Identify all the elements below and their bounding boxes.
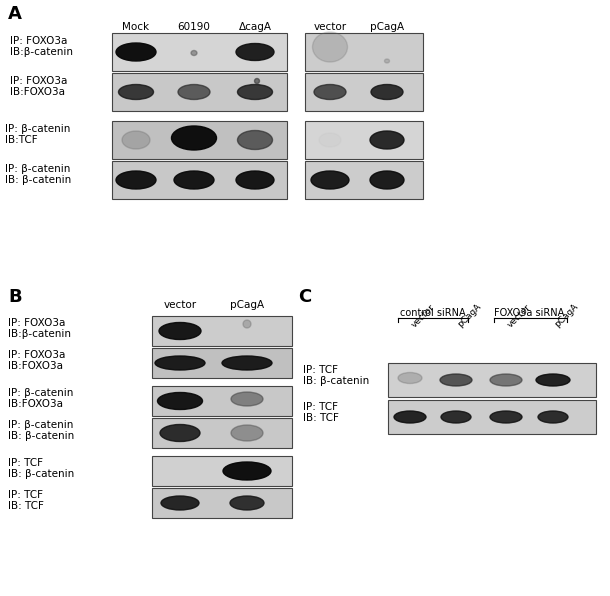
Text: B: B <box>8 288 21 306</box>
Ellipse shape <box>122 131 150 149</box>
Text: 60190: 60190 <box>178 22 210 32</box>
Ellipse shape <box>440 374 472 386</box>
Text: A: A <box>8 5 22 23</box>
Text: pCagA: pCagA <box>230 300 264 310</box>
Text: IP: FOXO3a: IP: FOXO3a <box>8 350 65 360</box>
Ellipse shape <box>398 372 422 383</box>
Ellipse shape <box>118 85 154 100</box>
Bar <box>305 73 423 111</box>
Ellipse shape <box>237 131 273 150</box>
Text: IB:FOXO3a: IB:FOXO3a <box>8 361 63 371</box>
Bar <box>112 121 287 159</box>
Ellipse shape <box>236 44 274 61</box>
Text: vector: vector <box>314 22 346 32</box>
Ellipse shape <box>230 496 264 510</box>
Text: pCagA: pCagA <box>370 22 404 32</box>
Ellipse shape <box>370 171 404 189</box>
Ellipse shape <box>231 425 263 441</box>
Ellipse shape <box>371 85 403 100</box>
Text: IP: TCF: IP: TCF <box>303 402 338 412</box>
Ellipse shape <box>231 392 263 406</box>
Text: IP: TCF: IP: TCF <box>303 365 338 375</box>
Ellipse shape <box>174 171 214 189</box>
Text: IB:FOXO3a: IB:FOXO3a <box>10 87 65 97</box>
Bar <box>152 386 292 416</box>
Ellipse shape <box>384 59 390 63</box>
Text: control siRNA: control siRNA <box>400 308 466 318</box>
Bar <box>152 418 292 448</box>
Text: pCagA: pCagA <box>456 302 483 330</box>
Text: IP: β-catenin: IP: β-catenin <box>5 124 70 134</box>
Text: IB:β-catenin: IB:β-catenin <box>8 329 71 339</box>
Bar <box>152 316 292 346</box>
Text: vector: vector <box>410 303 437 330</box>
Ellipse shape <box>237 85 273 100</box>
Bar <box>152 348 292 378</box>
Text: IP: β-catenin: IP: β-catenin <box>5 164 70 174</box>
Text: ΔcagA: ΔcagA <box>239 22 271 32</box>
Text: pCagA: pCagA <box>553 302 580 330</box>
Ellipse shape <box>314 85 346 100</box>
Text: IB: β-catenin: IB: β-catenin <box>303 376 369 386</box>
Text: IP: FOXO3a: IP: FOXO3a <box>10 76 67 86</box>
Ellipse shape <box>490 374 522 386</box>
Ellipse shape <box>222 356 272 370</box>
Text: IB: β-catenin: IB: β-catenin <box>5 175 71 185</box>
Text: FOXO3a siRNA: FOXO3a siRNA <box>494 308 565 318</box>
Ellipse shape <box>536 374 570 386</box>
Ellipse shape <box>311 171 349 189</box>
Text: vector: vector <box>163 300 196 310</box>
Text: IP: FOXO3a: IP: FOXO3a <box>10 36 67 46</box>
Ellipse shape <box>157 393 203 409</box>
Bar <box>112 73 287 111</box>
Ellipse shape <box>254 79 259 83</box>
Ellipse shape <box>538 411 568 423</box>
Text: IB: β-catenin: IB: β-catenin <box>8 431 74 441</box>
Ellipse shape <box>178 85 210 100</box>
Bar <box>388 400 596 434</box>
Text: IB:TCF: IB:TCF <box>5 135 38 145</box>
Text: C: C <box>298 288 311 306</box>
Ellipse shape <box>243 320 251 328</box>
Bar <box>305 161 423 199</box>
Text: vector: vector <box>506 303 533 330</box>
Text: IP: β-catenin: IP: β-catenin <box>8 420 73 430</box>
Text: IP: TCF: IP: TCF <box>8 458 43 468</box>
Ellipse shape <box>312 32 348 62</box>
Ellipse shape <box>159 322 201 340</box>
Text: IP: β-catenin: IP: β-catenin <box>8 388 73 398</box>
Text: IB:FOXO3a: IB:FOXO3a <box>8 399 63 409</box>
Bar <box>305 121 423 159</box>
Text: Mock: Mock <box>123 22 149 32</box>
Ellipse shape <box>394 411 426 423</box>
Bar <box>152 456 292 486</box>
Ellipse shape <box>160 424 200 442</box>
Bar <box>112 161 287 199</box>
Ellipse shape <box>116 171 156 189</box>
Ellipse shape <box>191 51 197 55</box>
Text: IB:β-catenin: IB:β-catenin <box>10 47 73 57</box>
Ellipse shape <box>236 171 274 189</box>
Text: IP: FOXO3a: IP: FOXO3a <box>8 318 65 328</box>
Ellipse shape <box>116 43 156 61</box>
Text: IP: TCF: IP: TCF <box>8 490 43 500</box>
Text: IB: TCF: IB: TCF <box>8 501 44 511</box>
Ellipse shape <box>223 462 271 480</box>
Ellipse shape <box>155 356 205 370</box>
Ellipse shape <box>370 131 404 149</box>
Ellipse shape <box>490 411 522 423</box>
Ellipse shape <box>161 496 199 510</box>
Ellipse shape <box>171 126 217 150</box>
Text: IB: β-catenin: IB: β-catenin <box>8 469 74 479</box>
Bar <box>152 488 292 518</box>
Ellipse shape <box>441 411 471 423</box>
Bar <box>305 33 423 71</box>
Text: IB: TCF: IB: TCF <box>303 413 339 423</box>
Bar <box>112 33 287 71</box>
Bar <box>388 363 596 397</box>
Ellipse shape <box>319 133 341 147</box>
